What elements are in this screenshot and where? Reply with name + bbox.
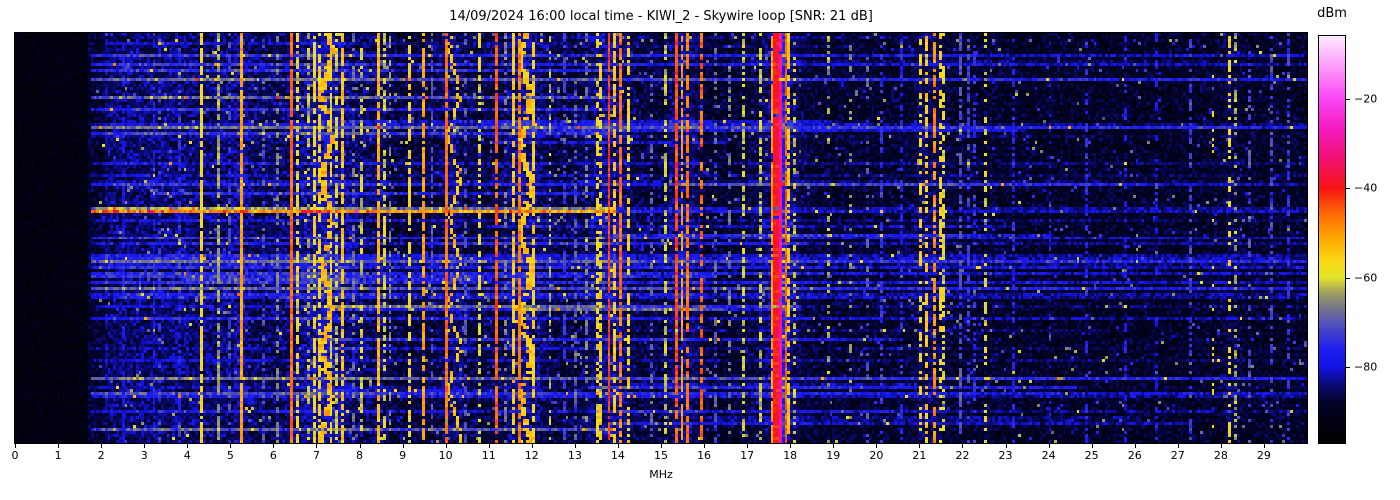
- x-tick-mark: [574, 444, 576, 448]
- colorbar: [1318, 35, 1346, 444]
- x-tick-label: 3: [140, 449, 148, 462]
- x-tick-mark: [15, 444, 16, 448]
- x-tick-mark: [1091, 444, 1093, 448]
- x-tick-mark: [1220, 444, 1222, 448]
- x-tick-label: 27: [1170, 449, 1185, 462]
- x-tick-label: 2: [97, 449, 105, 462]
- x-tick-mark: [531, 444, 533, 448]
- x-tick-label: 23: [998, 449, 1013, 462]
- x-tick-label: 20: [869, 449, 884, 462]
- x-tick-label: 25: [1084, 449, 1099, 462]
- colorbar-tick-label: −60: [1354, 271, 1378, 285]
- x-tick-mark: [144, 444, 146, 448]
- x-axis-label: MHz: [649, 468, 673, 481]
- x-tick-label: 1: [54, 449, 62, 462]
- x-tick-mark: [1134, 444, 1136, 448]
- colorbar-tick-mark: [1346, 277, 1350, 279]
- x-tick-label: 16: [697, 449, 712, 462]
- x-tick-label: 4: [183, 449, 191, 462]
- x-tick-label: 22: [955, 449, 970, 462]
- colorbar-tick-label: −40: [1354, 181, 1378, 195]
- x-tick-mark: [1263, 444, 1265, 448]
- x-tick-mark: [273, 444, 275, 448]
- x-tick-mark: [230, 444, 232, 448]
- x-tick-label: 7: [312, 449, 320, 462]
- x-tick-mark: [833, 444, 835, 448]
- x-tick-label: 13: [567, 449, 582, 462]
- x-tick-label: 24: [1041, 449, 1056, 462]
- x-tick-label: 17: [740, 449, 755, 462]
- x-tick-label: 0: [11, 449, 19, 462]
- x-tick-mark: [488, 444, 490, 448]
- x-tick-mark: [661, 444, 662, 448]
- x-tick-label: 5: [226, 449, 234, 462]
- colorbar-unit-label: dBm: [1317, 6, 1347, 21]
- x-tick-mark: [402, 444, 404, 448]
- x-tick-label: 28: [1213, 449, 1228, 462]
- x-tick-label: 15: [654, 449, 668, 462]
- x-tick-label: 9: [399, 449, 407, 462]
- x-tick-label: 12: [524, 449, 539, 462]
- x-tick-label: 6: [269, 449, 277, 462]
- x-tick-mark: [919, 444, 921, 448]
- x-tick-label: 18: [783, 449, 798, 462]
- x-tick-mark: [876, 444, 878, 448]
- x-tick-mark: [1005, 444, 1007, 448]
- x-tick-mark: [58, 444, 60, 448]
- x-tick-label: 29: [1256, 449, 1271, 462]
- colorbar-tick-mark: [1346, 98, 1350, 100]
- x-tick-label: 21: [912, 449, 927, 462]
- x-tick-mark: [790, 444, 792, 448]
- colorbar-tick-label: −80: [1354, 360, 1378, 374]
- x-tick-label: 19: [826, 449, 841, 462]
- colorbar-tick-label: −20: [1354, 92, 1378, 106]
- x-tick-mark: [101, 444, 103, 448]
- x-tick-mark: [359, 444, 361, 448]
- x-tick-label: 26: [1127, 449, 1142, 462]
- x-tick-mark: [747, 444, 749, 448]
- x-tick-label: 8: [356, 449, 364, 462]
- x-tick-mark: [962, 444, 964, 448]
- x-tick-mark: [187, 444, 189, 448]
- x-tick-mark: [316, 444, 318, 448]
- x-tick-mark: [1048, 444, 1050, 448]
- x-tick-mark: [617, 444, 619, 448]
- chart-title: 14/09/2024 16:00 local time - KIWI_2 - S…: [449, 9, 873, 24]
- x-tick-label: 10: [438, 449, 453, 462]
- x-tick-label: 14: [610, 449, 625, 462]
- x-tick-mark: [704, 444, 706, 448]
- x-tick-mark: [445, 444, 447, 448]
- waterfall-heatmap: [14, 32, 1308, 444]
- colorbar-tick-mark: [1346, 188, 1350, 190]
- x-tick-mark: [1177, 444, 1179, 448]
- colorbar-tick-mark: [1346, 366, 1350, 368]
- x-tick-label: 11: [481, 449, 496, 462]
